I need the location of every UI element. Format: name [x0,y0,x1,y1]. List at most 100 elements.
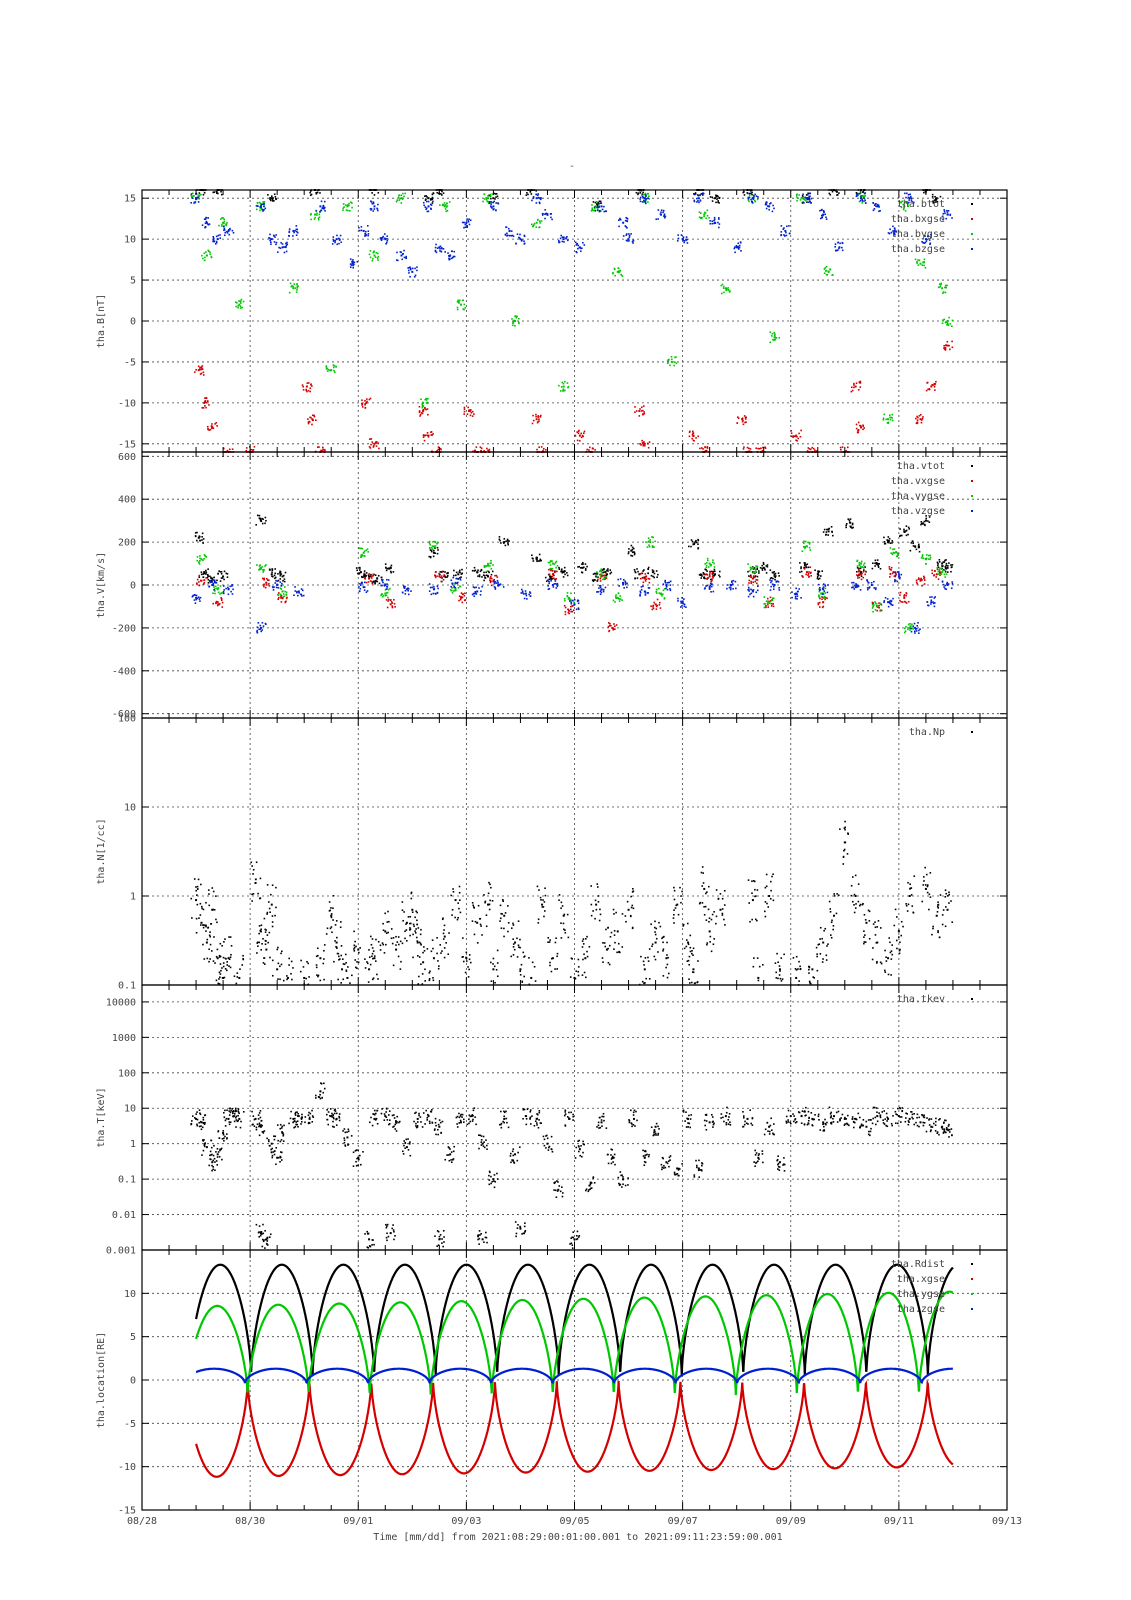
data-point [797,437,800,440]
data-point [701,193,704,195]
data-point [622,579,625,581]
data-point [639,408,641,410]
data-point [666,954,668,956]
data-point [291,978,293,981]
data-point [225,587,227,590]
data-point [872,562,874,565]
data-point [939,285,941,288]
data-point [341,958,344,960]
data-point [274,195,277,198]
data-point [862,191,864,193]
data-point [326,367,329,370]
data-point [430,431,433,433]
data-point [655,937,658,940]
data-point [858,563,861,566]
data-point [439,576,442,579]
data-point [230,953,232,956]
data-point [217,572,219,575]
data-point [856,586,859,588]
data-point [765,606,767,609]
data-point [394,606,396,608]
data-point [710,580,713,583]
data-point [861,200,864,202]
data-point [356,569,358,572]
data-point [535,190,537,192]
data-point [904,630,907,632]
data-point [548,941,551,943]
data-point [602,571,604,574]
data-point [925,557,928,560]
data-point [675,362,678,365]
data-point [818,606,821,608]
data-point [400,251,402,254]
data-point [493,200,496,203]
data-point [216,238,219,241]
data-point [949,323,952,325]
data-point [773,331,775,334]
data-point [231,448,234,450]
data-point [856,559,859,562]
data-point [391,602,394,604]
data-point [758,572,760,574]
data-point [448,201,451,203]
data-point [685,236,688,238]
data-point [452,888,454,890]
data-point [224,231,227,234]
legend-label: tha.bygse [891,229,945,240]
data-point [276,583,279,586]
data-point [594,572,596,575]
data-point [662,941,664,944]
data-point [400,202,403,204]
data-point [564,389,566,392]
data-point [512,938,514,940]
data-point [259,518,262,521]
data-point [443,947,446,949]
data-point [275,886,277,889]
data-point [876,604,879,607]
data-point [637,193,639,196]
data-point [825,269,828,272]
data-point [401,909,404,912]
data-point [203,191,206,194]
data-point [315,966,318,969]
data-point [809,566,812,569]
data-point [870,584,873,586]
data-point [382,943,385,946]
data-point [380,578,383,581]
data-point [281,597,284,600]
data-point [403,195,405,198]
data-point [429,543,432,546]
data-point [502,898,504,901]
data-point [761,569,764,571]
data-point [566,594,569,597]
data-point [658,592,661,595]
data-point [890,603,893,606]
data-point [771,335,773,337]
data-point [271,571,273,574]
data-point [856,574,858,576]
data-point [883,536,885,539]
data-point [808,196,810,199]
data-point [602,578,604,581]
data-point [370,577,373,579]
data-point [854,584,856,587]
data-point [546,214,549,216]
data-point [220,218,222,220]
data-point [367,574,370,576]
data-point [377,978,379,980]
data-point [288,228,291,230]
data-point [577,608,580,611]
data-point [692,968,695,971]
data-point [268,579,270,581]
data-point [944,576,947,578]
data-point [261,517,264,520]
data-point [879,603,882,605]
data-point [564,380,566,383]
data-point [643,405,645,407]
data-point [265,584,268,586]
data-point [558,566,560,569]
data-point [564,606,567,609]
data-point [199,914,202,916]
data-point [596,202,599,205]
data-point [201,254,203,257]
